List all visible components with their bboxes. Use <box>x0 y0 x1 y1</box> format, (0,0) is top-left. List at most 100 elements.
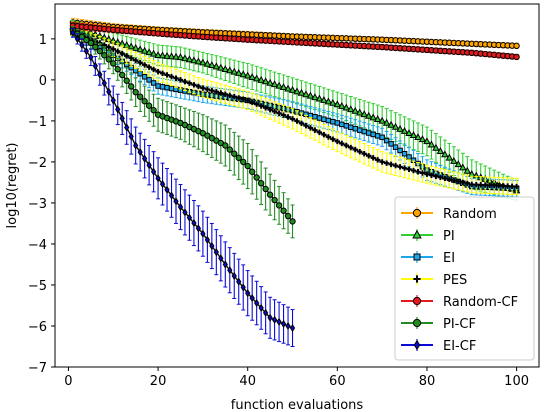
legend: Random PI EI PES Random-CF PI-CF EI-CF <box>394 196 535 361</box>
data-point <box>258 103 264 109</box>
data-point <box>307 125 314 131</box>
data-point <box>227 92 233 99</box>
legend-label: PI-CF <box>443 317 476 332</box>
data-point <box>172 52 180 60</box>
data-point <box>218 90 224 96</box>
legend-label: EI <box>443 251 455 266</box>
data-point <box>186 80 193 86</box>
legend-marker <box>412 318 422 328</box>
data-point <box>226 146 233 153</box>
data-point <box>150 167 157 176</box>
data-point <box>249 294 255 303</box>
data-point <box>280 319 287 329</box>
data-point <box>132 88 139 96</box>
data-point <box>352 125 359 132</box>
data-point <box>343 123 350 129</box>
data-point <box>450 156 458 164</box>
data-point <box>351 106 360 114</box>
data-point <box>110 60 117 67</box>
data-point <box>239 70 247 78</box>
data-point <box>409 131 418 139</box>
data-point <box>249 99 255 105</box>
data-point <box>460 179 466 186</box>
data-point <box>302 90 310 98</box>
data-point <box>159 70 166 77</box>
data-point <box>106 44 112 50</box>
data-point <box>244 162 251 170</box>
data-point <box>392 162 399 169</box>
y-tick-label: −3 <box>28 197 47 212</box>
data-point <box>303 122 309 129</box>
data-point <box>83 36 90 44</box>
axes-layer: 0 20 40 60 80 100 1 0 −1 −2 −3 −4 −5 −6 −7 <box>28 3 540 389</box>
data-point <box>92 61 98 71</box>
data-point <box>141 98 148 105</box>
data-point <box>230 67 239 75</box>
data-point <box>231 271 237 281</box>
data-point <box>370 155 376 161</box>
series-ei-cf <box>70 28 296 347</box>
data-point <box>352 146 358 153</box>
data-point <box>334 120 341 126</box>
data-point <box>87 39 95 47</box>
data-point <box>209 241 215 251</box>
data-point <box>374 157 381 163</box>
data-point <box>294 118 300 124</box>
data-point <box>195 83 202 90</box>
data-point <box>226 66 234 74</box>
data-point <box>364 111 373 119</box>
data-point <box>441 150 449 158</box>
data-point <box>370 131 376 138</box>
legend-marker <box>413 339 421 351</box>
y-tick-label: −2 <box>28 156 47 171</box>
legend-item-pes: PES <box>401 273 467 288</box>
data-point <box>222 142 229 149</box>
data-point <box>131 43 140 51</box>
data-point <box>414 133 422 141</box>
data-point <box>168 85 175 92</box>
data-point <box>195 224 202 233</box>
data-point <box>400 126 409 134</box>
data-point <box>446 176 453 183</box>
data-point <box>270 80 279 88</box>
data-point <box>240 158 247 166</box>
data-point <box>355 108 364 116</box>
data-point <box>231 93 237 100</box>
data-point <box>213 248 219 257</box>
data-point <box>74 34 81 43</box>
data-point <box>136 45 144 53</box>
data-point <box>396 124 404 132</box>
data-point <box>410 167 417 174</box>
y-tick-label: −5 <box>28 279 47 294</box>
legend-marker <box>412 296 422 306</box>
data-point <box>445 153 454 161</box>
data-point <box>236 277 242 286</box>
data-point <box>424 171 430 177</box>
data-point <box>124 123 130 132</box>
data-point <box>145 48 153 56</box>
data-point <box>433 173 439 179</box>
data-point <box>136 93 144 100</box>
data-point <box>243 71 252 79</box>
data-point <box>266 191 274 198</box>
data-point <box>222 91 228 97</box>
data-point <box>221 65 230 72</box>
data-point <box>325 117 332 124</box>
data-point <box>374 133 381 139</box>
data-point <box>191 82 197 88</box>
legend-label: EI-CF <box>443 339 476 354</box>
data-point <box>186 213 193 222</box>
data-point <box>176 53 185 61</box>
data-point <box>357 148 363 155</box>
data-point <box>105 56 112 63</box>
data-point <box>191 218 197 228</box>
x-tick-label: 20 <box>150 374 167 389</box>
data-point <box>190 56 198 64</box>
data-point <box>200 85 206 91</box>
data-point <box>348 144 354 151</box>
data-point <box>245 289 251 298</box>
data-point <box>379 134 385 141</box>
data-point <box>177 77 184 83</box>
series-pes <box>70 25 520 196</box>
data-point <box>285 321 291 331</box>
